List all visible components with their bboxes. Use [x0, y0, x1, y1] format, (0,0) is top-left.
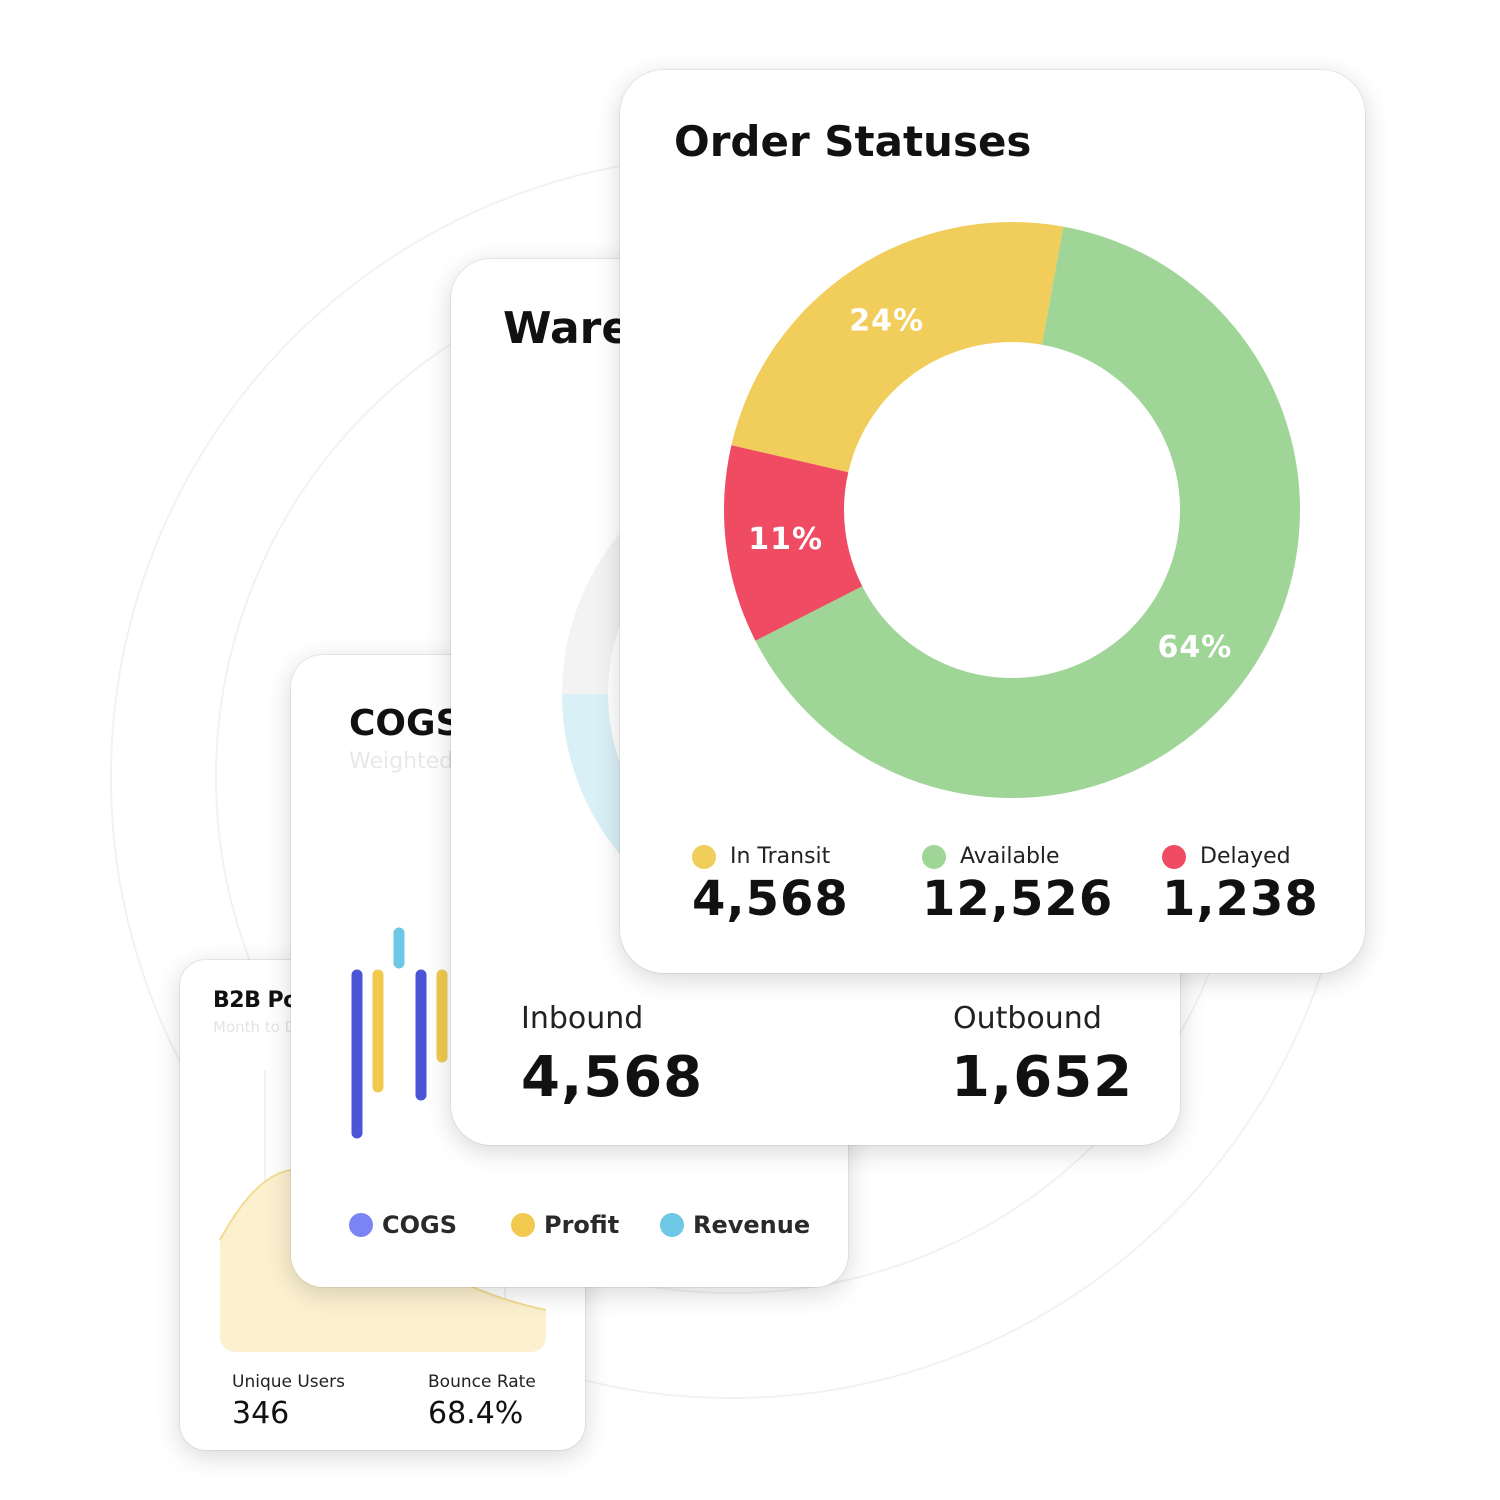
- legend-cogs: COGS: [349, 1211, 457, 1239]
- order-statuses-donut: 24% 64% 11%: [724, 221, 1301, 798]
- legend-profit-label: Profit: [544, 1211, 620, 1239]
- outbound-value: 1,652: [951, 1045, 1134, 1110]
- in-transit-label: In Transit: [730, 844, 831, 869]
- legend-cogs-label: COGS: [382, 1211, 457, 1239]
- legend-in-transit: In Transit 4,568: [692, 844, 849, 927]
- unique-users-label: Unique Users: [232, 1372, 345, 1392]
- available-dot-icon: [922, 844, 946, 869]
- inbound-label: Inbound: [521, 1001, 644, 1036]
- order-statuses-title: Order Statuses: [674, 117, 1032, 166]
- legend-delayed: Delayed 1,238: [1162, 844, 1319, 927]
- donut-slice-delayed: [724, 445, 863, 641]
- delayed-label: Delayed: [1200, 844, 1291, 869]
- available-label: Available: [960, 844, 1060, 869]
- revenue-dot-icon: [660, 1213, 684, 1237]
- legend-available: Available 12,526: [922, 844, 1113, 927]
- donut-label-available: 64%: [1158, 630, 1233, 665]
- available-value: 12,526: [922, 871, 1114, 927]
- inbound-value: 4,568: [521, 1045, 704, 1110]
- in-transit-dot-icon: [692, 844, 716, 869]
- bounce-rate-value: 68.4%: [428, 1396, 524, 1431]
- profit-dot-icon: [511, 1213, 535, 1237]
- delayed-value: 1,238: [1162, 871, 1319, 927]
- donut-label-delayed: 11%: [748, 522, 823, 557]
- legend-profit: Profit: [511, 1211, 619, 1239]
- delayed-dot-icon: [1162, 844, 1186, 869]
- donut-label-in-transit: 24%: [849, 304, 924, 339]
- order-statuses-card: Order Statuses 24% 64% 11% In Transit 4,56…: [620, 70, 1365, 973]
- legend-revenue: Revenue: [660, 1211, 810, 1239]
- unique-users-value: 346: [232, 1396, 290, 1431]
- in-transit-value: 4,568: [692, 871, 849, 927]
- donut-slice-in-transit: [731, 221, 1064, 473]
- outbound-label: Outbound: [953, 1001, 1102, 1036]
- legend-revenue-label: Revenue: [693, 1211, 811, 1239]
- cogs-dot-icon: [349, 1213, 373, 1237]
- cogs-card-title: COGS: [349, 703, 462, 744]
- donut-slice-available: [755, 226, 1301, 798]
- bounce-rate-label: Bounce Rate: [428, 1372, 536, 1392]
